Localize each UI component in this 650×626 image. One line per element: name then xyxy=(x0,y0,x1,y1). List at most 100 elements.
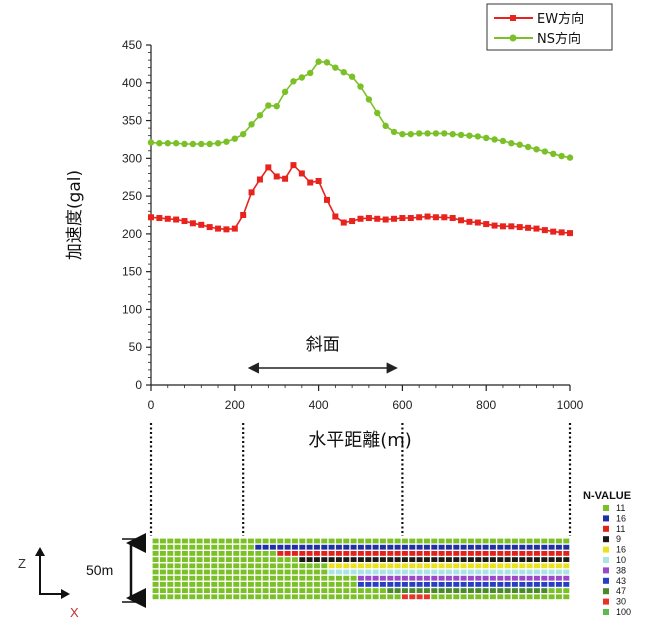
soil-cell xyxy=(365,588,372,593)
soil-cell xyxy=(511,544,518,550)
data-point xyxy=(449,130,456,138)
nvalue-swatch xyxy=(603,505,609,511)
soil-cell xyxy=(291,557,298,562)
soil-cell xyxy=(467,588,474,593)
soil-cell xyxy=(489,594,496,600)
soil-cell xyxy=(313,538,320,544)
soil-cell xyxy=(372,569,379,575)
data-point xyxy=(248,189,255,196)
soil-cell xyxy=(328,594,335,600)
soil-cell xyxy=(467,575,474,581)
soil-cell xyxy=(262,563,269,569)
soil-cell xyxy=(541,551,548,556)
soil-cell xyxy=(445,588,452,593)
soil-cell xyxy=(489,551,496,556)
soil-cell xyxy=(284,557,291,562)
soil-cell xyxy=(350,569,357,575)
soil-cell xyxy=(365,569,372,575)
soil-cell xyxy=(475,538,482,544)
soil-cell xyxy=(555,575,562,581)
data-point xyxy=(189,220,196,227)
soil-cell xyxy=(240,557,247,562)
soil-cell xyxy=(475,557,482,562)
data-point xyxy=(223,138,230,145)
soil-cell xyxy=(328,582,335,587)
soil-cell xyxy=(387,588,394,593)
y-axis-label: 加速度(gal) xyxy=(65,170,85,260)
soil-cell xyxy=(306,544,313,550)
soil-cell xyxy=(218,575,225,581)
soil-cell xyxy=(394,538,401,544)
soil-cell xyxy=(519,544,526,550)
soil-cell xyxy=(255,582,262,587)
soil-cell xyxy=(225,538,232,544)
soil-cell xyxy=(460,551,467,556)
soil-cell xyxy=(189,551,196,556)
soil-cell xyxy=(372,551,379,556)
data-point xyxy=(516,224,523,231)
soil-cell xyxy=(438,563,445,569)
soil-cell xyxy=(453,582,460,587)
soil-cell xyxy=(497,588,504,593)
soil-cell xyxy=(291,538,298,544)
soil-cell xyxy=(167,582,174,587)
soil-cell xyxy=(438,569,445,575)
soil-cell xyxy=(519,594,526,600)
y-tick-label: 300 xyxy=(122,151,142,165)
soil-cell xyxy=(196,569,203,575)
soil-cell xyxy=(541,563,548,569)
axes-icon-x-head xyxy=(61,589,70,599)
soil-cell xyxy=(357,563,364,569)
soil-cell xyxy=(240,582,247,587)
soil-cell xyxy=(247,544,254,550)
soil-cell xyxy=(482,582,489,587)
soil-cell xyxy=(189,569,196,575)
soil-cell xyxy=(372,594,379,600)
series-line-2 xyxy=(150,60,571,159)
soil-cell xyxy=(357,538,364,544)
soil-cell xyxy=(504,575,511,581)
soil-cell xyxy=(533,569,540,575)
soil-cell xyxy=(350,582,357,587)
data-point xyxy=(198,140,205,148)
soil-cell xyxy=(387,544,394,550)
soil-cell xyxy=(504,582,511,587)
soil-cell xyxy=(247,575,254,581)
soil-cell xyxy=(379,588,386,593)
soil-cell xyxy=(467,544,474,550)
nvalue-swatch xyxy=(603,567,609,574)
data-point xyxy=(340,69,347,76)
soil-cell xyxy=(541,594,548,600)
data-point xyxy=(282,175,289,182)
soil-cell xyxy=(218,557,225,562)
soil-cell xyxy=(159,544,166,550)
soil-cell xyxy=(533,551,540,556)
soil-cell xyxy=(423,557,430,562)
soil-cell xyxy=(533,538,540,544)
soil-cell xyxy=(541,582,548,587)
soil-cell xyxy=(445,569,452,575)
soil-cell xyxy=(541,569,548,575)
soil-cell xyxy=(240,569,247,575)
soil-cell xyxy=(423,538,430,544)
soil-cell xyxy=(255,551,262,556)
soil-cell xyxy=(291,563,298,569)
soil-cell xyxy=(497,544,504,550)
soil-cell xyxy=(277,575,284,581)
data-point xyxy=(499,223,506,230)
data-point xyxy=(348,73,356,80)
soil-cell xyxy=(453,544,460,550)
soil-cell xyxy=(189,594,196,600)
data-point xyxy=(415,130,423,137)
soil-cell xyxy=(343,538,350,544)
soil-cell xyxy=(233,594,240,600)
soil-cell xyxy=(181,588,188,593)
nvalue-legend-title: N-VALUE xyxy=(583,490,631,502)
soil-cell xyxy=(343,588,350,593)
soil-cell xyxy=(313,544,320,550)
data-point xyxy=(240,212,247,218)
soil-cell xyxy=(299,557,306,562)
soil-cell xyxy=(401,588,408,593)
nvalue-swatch xyxy=(603,598,609,605)
soil-cell xyxy=(152,538,159,544)
